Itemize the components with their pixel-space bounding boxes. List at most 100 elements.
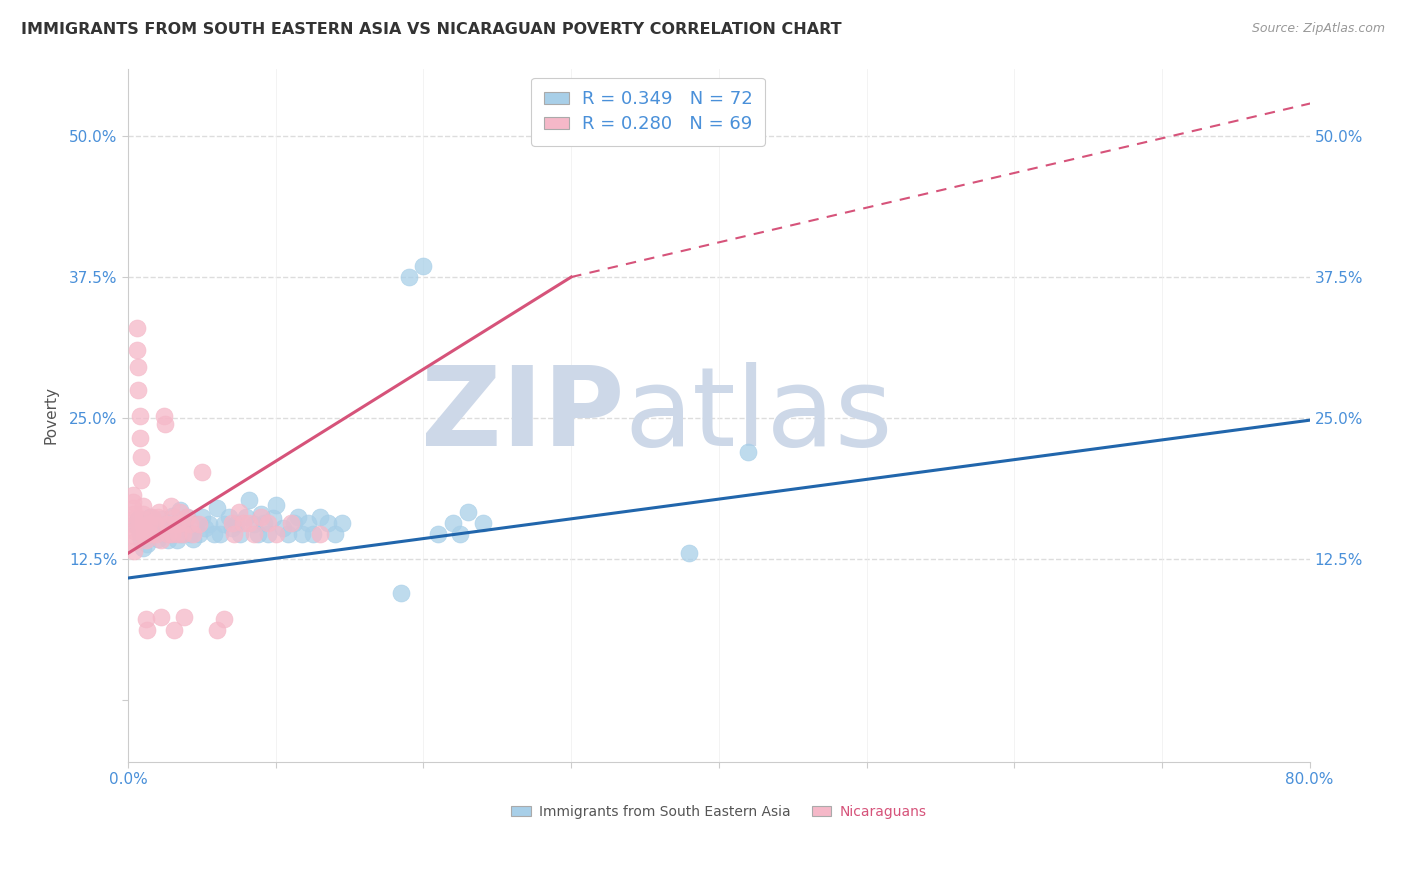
Point: [291, 527, 314, 541]
Point: [262, 511, 284, 525]
Point: [150, 512, 173, 526]
Point: [271, 521, 294, 535]
Point: [208, 527, 231, 541]
Point: [169, 504, 191, 518]
Point: [247, 527, 270, 541]
Point: [264, 527, 287, 541]
Point: [162, 527, 184, 541]
Text: Source: ZipAtlas.com: Source: ZipAtlas.com: [1251, 22, 1385, 36]
Point: [389, 585, 412, 599]
Point: [157, 533, 180, 547]
Point: [172, 527, 194, 541]
Point: [309, 510, 332, 524]
Point: [257, 527, 280, 541]
Point: [135, 533, 157, 547]
Point: [132, 507, 155, 521]
Point: [212, 611, 235, 625]
Point: [127, 512, 149, 526]
Point: [159, 524, 181, 538]
Point: [132, 541, 155, 555]
Point: [135, 529, 157, 543]
Point: [122, 544, 145, 558]
Point: [238, 493, 260, 508]
Point: [145, 527, 167, 541]
Point: [202, 527, 225, 541]
Point: [330, 516, 353, 530]
Point: [157, 527, 180, 541]
Point: [132, 515, 155, 529]
Point: [146, 532, 169, 546]
Point: [129, 525, 152, 540]
Point: [122, 507, 145, 521]
Point: [131, 533, 153, 547]
Point: [141, 510, 163, 524]
Point: [121, 487, 143, 501]
Point: [181, 532, 204, 546]
Point: [221, 516, 243, 530]
Point: [221, 521, 243, 535]
Point: [250, 507, 273, 521]
Point: [232, 516, 254, 530]
Point: [301, 527, 323, 541]
Point: [169, 503, 191, 517]
Point: [471, 516, 494, 530]
Point: [235, 510, 257, 524]
Point: [283, 516, 305, 530]
Point: [138, 516, 160, 531]
Point: [228, 504, 250, 518]
Point: [136, 537, 159, 551]
Point: [135, 611, 157, 625]
Point: [122, 529, 145, 543]
Point: [131, 450, 153, 465]
Legend: Immigrants from South Eastern Asia, Nicaraguans: Immigrants from South Eastern Asia, Nica…: [506, 799, 932, 824]
Point: [143, 518, 166, 533]
Point: [257, 516, 280, 530]
Point: [297, 516, 319, 530]
Point: [287, 510, 309, 524]
Point: [122, 524, 145, 538]
Point: [427, 527, 450, 541]
Point: [412, 259, 434, 273]
Point: [188, 516, 211, 531]
Point: [149, 533, 172, 547]
Point: [134, 524, 156, 538]
Text: IMMIGRANTS FROM SOUTH EASTERN ASIA VS NICARAGUAN POVERTY CORRELATION CHART: IMMIGRANTS FROM SOUTH EASTERN ASIA VS NI…: [21, 22, 842, 37]
Point: [641, 118, 664, 132]
Point: [242, 527, 264, 541]
Point: [153, 417, 176, 431]
Point: [173, 516, 195, 531]
Point: [139, 527, 162, 541]
Point: [148, 504, 170, 518]
Point: [159, 516, 181, 531]
Point: [163, 510, 186, 524]
Point: [678, 546, 700, 560]
Point: [162, 508, 184, 523]
Point: [127, 383, 149, 397]
Point: [152, 409, 174, 423]
Point: [163, 623, 186, 637]
Point: [179, 516, 201, 531]
Point: [132, 512, 155, 526]
Point: [132, 524, 155, 538]
Point: [188, 527, 211, 541]
Point: [141, 527, 163, 541]
Point: [143, 518, 166, 533]
Point: [146, 510, 169, 524]
Point: [166, 516, 188, 531]
Point: [184, 516, 207, 531]
Point: [205, 623, 228, 637]
Point: [280, 516, 302, 530]
Point: [153, 520, 176, 534]
Point: [165, 518, 187, 533]
Point: [441, 516, 464, 530]
Point: [155, 516, 177, 531]
Point: [205, 501, 228, 516]
Point: [139, 510, 162, 524]
Point: [129, 409, 152, 423]
Point: [176, 510, 198, 524]
Point: [124, 518, 146, 533]
Point: [136, 623, 159, 637]
Point: [132, 518, 155, 533]
Point: [398, 270, 420, 285]
Point: [277, 527, 299, 541]
